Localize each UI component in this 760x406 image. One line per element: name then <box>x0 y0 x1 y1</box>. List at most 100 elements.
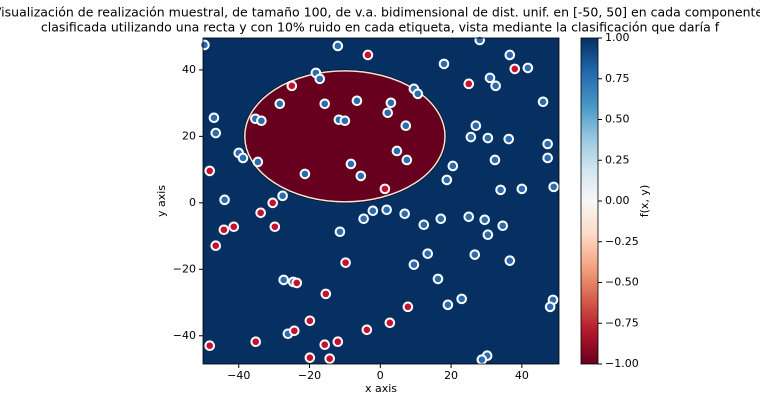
chart-title: Visualización de realización muestral, d… <box>0 5 760 20</box>
point <box>469 249 481 260</box>
y-tick-label: −40 <box>173 329 196 342</box>
point <box>208 112 220 124</box>
point <box>474 34 486 46</box>
point <box>319 98 331 110</box>
y-tick-label: −20 <box>173 262 196 275</box>
point <box>304 352 316 363</box>
point <box>381 204 392 216</box>
point <box>384 317 396 329</box>
point <box>489 154 501 166</box>
point <box>399 208 411 220</box>
point <box>351 95 363 107</box>
point <box>482 132 494 144</box>
point <box>418 219 430 231</box>
point <box>542 138 553 150</box>
point <box>320 288 332 300</box>
y-tick-label: 40 <box>182 63 196 76</box>
colorbar-tick-label: 0.75 <box>605 72 630 85</box>
point <box>340 257 351 268</box>
point <box>219 194 230 206</box>
point <box>544 301 556 313</box>
point <box>435 213 447 225</box>
point <box>250 336 262 348</box>
point <box>537 96 549 108</box>
plot-frame <box>202 37 560 365</box>
point <box>438 58 450 70</box>
point <box>442 299 454 311</box>
colorbar-tick-label: −1.00 <box>605 357 639 370</box>
point <box>278 274 289 286</box>
point <box>382 107 394 119</box>
point <box>463 211 475 223</box>
point <box>412 88 424 100</box>
point <box>304 315 316 327</box>
colorbar-tick-label: 1.00 <box>605 31 630 44</box>
x-tick-label: 20 <box>444 369 458 382</box>
y-axis-label: y axis <box>155 185 168 217</box>
point <box>516 183 528 195</box>
point <box>504 49 516 61</box>
point <box>274 98 286 110</box>
point <box>314 73 326 85</box>
region-boundary <box>243 69 447 204</box>
point <box>504 255 516 266</box>
point <box>218 224 230 236</box>
point <box>447 160 459 172</box>
point <box>367 205 379 217</box>
point <box>291 277 303 289</box>
x-tick-label: −20 <box>298 369 321 382</box>
point <box>503 133 515 145</box>
colorbar-tick-label: −0.75 <box>605 316 639 329</box>
point <box>355 170 367 182</box>
point <box>463 78 475 90</box>
point <box>456 293 467 305</box>
x-tick-label: 40 <box>515 369 529 382</box>
colorbar-tick-label: −0.25 <box>605 235 639 248</box>
point <box>204 340 216 352</box>
point <box>401 154 413 166</box>
point <box>476 354 488 365</box>
point <box>267 197 279 209</box>
point <box>361 324 373 336</box>
point <box>277 190 288 202</box>
point <box>299 168 311 180</box>
point <box>470 120 482 132</box>
point <box>324 353 335 364</box>
point <box>465 131 477 143</box>
point <box>358 213 369 225</box>
point <box>269 221 281 233</box>
point <box>319 339 331 351</box>
point <box>252 156 264 168</box>
point <box>482 229 494 241</box>
x-tick-label: 0 <box>377 369 384 382</box>
chart-title: clasificada utilizando una recta y con 1… <box>41 20 720 35</box>
colorbar-label: f(x, y) <box>638 185 651 217</box>
point <box>199 39 210 51</box>
point <box>379 183 391 195</box>
plot-area <box>203 38 559 364</box>
point <box>286 80 298 92</box>
point <box>362 49 374 61</box>
point <box>542 152 553 164</box>
y-tick-label: 0 <box>189 196 196 209</box>
colorbar-tick-label: 0.50 <box>605 113 630 126</box>
point <box>422 248 434 259</box>
x-axis-label: x axis <box>365 382 397 395</box>
point <box>495 184 506 196</box>
point <box>548 181 559 193</box>
point <box>237 152 249 164</box>
point <box>497 220 509 232</box>
point <box>332 336 344 348</box>
point <box>522 62 534 74</box>
colorbar-tick-label: −0.50 <box>605 276 639 289</box>
point <box>479 214 490 226</box>
colorbar-tick-label: 0.00 <box>605 194 630 207</box>
point <box>400 120 412 132</box>
point <box>391 145 403 157</box>
point <box>204 165 216 177</box>
point <box>345 158 357 170</box>
point <box>332 40 344 52</box>
point <box>402 301 414 313</box>
point <box>210 240 222 251</box>
